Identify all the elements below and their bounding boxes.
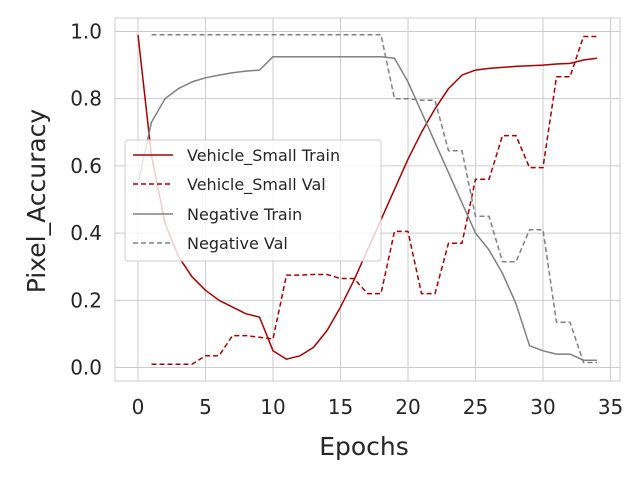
y-tick-label: 1.0	[70, 19, 102, 43]
x-tick-label: 10	[260, 395, 285, 419]
y-axis-ticks: 0.0 0.2 0.4 0.6 0.8 1.0	[70, 19, 102, 379]
legend: Vehicle_Small Train Vehicle_Small Val Ne…	[124, 139, 382, 262]
series-line-negative-train	[137, 55, 597, 361]
x-axis-ticks: 0 5 10 15 20 25 30 35	[132, 395, 624, 419]
x-tick-label: 20	[395, 395, 420, 419]
legend-box	[124, 139, 382, 262]
series-line-negative-val	[151, 34, 597, 364]
y-tick-label: 0.4	[70, 221, 102, 245]
x-tick-label: 25	[463, 395, 488, 419]
series-line-vehicle-small-val	[151, 35, 597, 365]
legend-label-vehicle-small-val: Vehicle_Small Val	[187, 175, 326, 195]
x-axis-label: Epochs	[319, 432, 409, 461]
y-tick-label: 0.2	[70, 288, 102, 312]
grid-lines	[115, 18, 620, 381]
y-axis-label: Pixel_Accuracy	[22, 109, 51, 294]
x-tick-label: 15	[328, 395, 353, 419]
legend-label-negative-val: Negative Val	[187, 234, 288, 253]
legend-label-vehicle-small-train: Vehicle_Small Train	[187, 146, 340, 166]
x-tick-label: 5	[199, 395, 212, 419]
y-tick-label: 0.8	[70, 87, 102, 111]
y-tick-label: 0.0	[70, 356, 102, 380]
x-tick-label: 0	[132, 395, 145, 419]
x-tick-label: 30	[530, 395, 555, 419]
y-tick-label: 0.6	[70, 154, 102, 178]
x-tick-label: 35	[598, 395, 623, 419]
legend-label-negative-train: Negative Train	[187, 205, 302, 224]
